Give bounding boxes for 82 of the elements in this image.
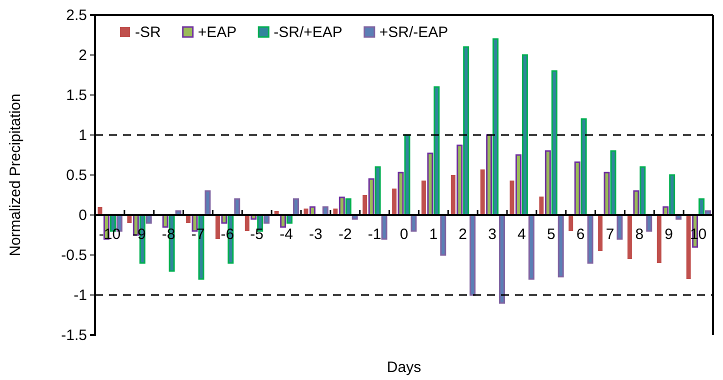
bar xyxy=(656,215,662,263)
bar xyxy=(640,166,646,216)
bar xyxy=(398,172,404,216)
x-tick-label: -1 xyxy=(368,226,382,243)
bar xyxy=(551,70,558,216)
bar xyxy=(215,215,220,239)
bar xyxy=(234,198,240,216)
bar xyxy=(669,174,676,216)
x-tick-label: 5 xyxy=(546,226,556,243)
bar xyxy=(633,190,640,216)
x-tick-label: 8 xyxy=(635,226,644,243)
y-tick-label: 1.5 xyxy=(66,86,87,104)
bar xyxy=(686,215,691,279)
bar xyxy=(421,180,426,215)
bar xyxy=(345,198,352,216)
bar xyxy=(434,86,440,216)
bar xyxy=(698,198,705,216)
bar xyxy=(598,215,603,251)
x-tick-label: -2 xyxy=(338,226,352,243)
legend-label: +SR/-EAP xyxy=(379,24,448,41)
x-tick-label: 6 xyxy=(576,226,585,243)
y-tick-label: 2 xyxy=(78,46,87,64)
legend-label: -SR xyxy=(135,24,161,41)
bar xyxy=(410,214,417,232)
x-axis-title: Days xyxy=(386,359,422,376)
x-tick-label: 4 xyxy=(518,226,526,243)
bar xyxy=(244,215,250,231)
bar xyxy=(558,214,564,278)
bar xyxy=(627,215,632,259)
bar xyxy=(368,178,374,216)
bar xyxy=(456,144,463,216)
bar xyxy=(604,172,610,216)
bar xyxy=(470,214,476,296)
bar xyxy=(616,214,623,240)
y-tick-label: 2.5 xyxy=(66,6,87,24)
bar xyxy=(499,214,505,304)
y-tick-label: 0.5 xyxy=(66,166,87,184)
x-tick-label: 7 xyxy=(606,226,614,243)
bar xyxy=(427,152,434,216)
x-tick-label: -5 xyxy=(250,226,264,243)
y-tick-label: -1.5 xyxy=(61,326,87,344)
bar xyxy=(610,150,616,216)
bar xyxy=(480,169,485,215)
bar xyxy=(392,188,397,215)
bar xyxy=(293,198,299,216)
bar xyxy=(440,214,446,256)
bar xyxy=(522,54,528,216)
bar xyxy=(646,214,652,232)
bar xyxy=(450,175,456,215)
legend-label: -SR/+EAP xyxy=(274,24,342,41)
bar xyxy=(515,154,522,216)
bar xyxy=(492,38,499,216)
bar xyxy=(528,214,534,280)
legend-label: +EAP xyxy=(198,24,237,41)
bar xyxy=(162,214,168,228)
x-tick-label: 3 xyxy=(488,226,496,243)
bar xyxy=(544,150,551,216)
bar xyxy=(486,134,492,216)
bar xyxy=(574,161,580,216)
bar xyxy=(280,214,286,228)
x-tick-label: 2 xyxy=(458,226,468,243)
bar xyxy=(338,196,345,216)
x-tick-label: 9 xyxy=(664,226,674,243)
bar xyxy=(204,190,211,216)
bar xyxy=(568,215,574,231)
bar xyxy=(362,195,368,215)
bar xyxy=(539,196,544,215)
x-tick-label: 0 xyxy=(400,226,408,243)
bar xyxy=(381,214,388,240)
y-tick-label: 1 xyxy=(78,126,87,144)
y-axis-title: Normalized Precipitation xyxy=(7,94,24,256)
x-tick-label: -9 xyxy=(132,226,146,243)
y-tick-label: -0.5 xyxy=(61,246,87,264)
bar xyxy=(463,46,470,216)
bar xyxy=(374,166,381,216)
x-tick-label: -4 xyxy=(280,226,293,243)
x-tick-label: -3 xyxy=(309,226,322,243)
bar xyxy=(580,118,587,216)
bar xyxy=(587,214,594,264)
x-tick-label: 1 xyxy=(429,226,438,243)
y-tick-label: -1 xyxy=(74,286,87,304)
y-tick-label: 0 xyxy=(78,206,87,224)
